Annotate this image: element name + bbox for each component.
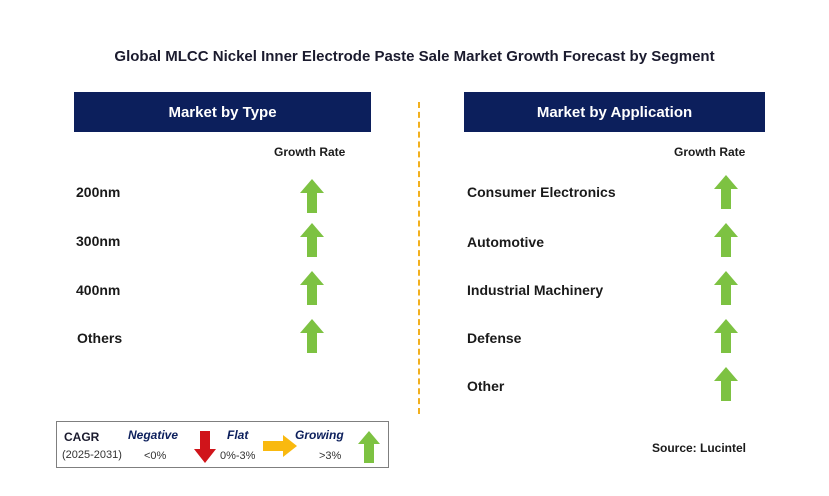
legend-growing-label: Growing <box>295 428 344 442</box>
type-item-200nm: 200nm <box>76 184 121 200</box>
market-by-application-header: Market by Application <box>464 92 765 132</box>
red-down-arrow-icon <box>194 431 216 463</box>
legend-cagr-label: CAGR <box>64 430 100 444</box>
green-up-arrow-icon <box>300 179 324 213</box>
application-item-automotive: Automotive <box>467 234 544 250</box>
green-up-arrow-icon <box>300 223 324 257</box>
legend-negative-range: <0% <box>144 450 167 462</box>
application-growth-rate-label: Growth Rate <box>674 145 746 159</box>
type-item-300nm: 300nm <box>76 233 121 249</box>
green-up-arrow-icon <box>300 319 324 353</box>
type-item-400nm: 400nm <box>76 282 121 298</box>
green-up-arrow-icon <box>714 223 738 257</box>
green-up-arrow-icon <box>714 319 738 353</box>
application-item-consumer-electronics: Consumer Electronics <box>467 184 616 200</box>
market-by-type-header: Market by Type <box>74 92 371 132</box>
green-up-arrow-icon <box>300 271 324 305</box>
green-up-arrow-icon <box>714 367 738 401</box>
green-up-arrow-icon <box>714 271 738 305</box>
green-up-arrow-icon <box>714 175 738 209</box>
orange-right-arrow-icon <box>263 435 297 457</box>
page-title: Global MLCC Nickel Inner Electrode Paste… <box>114 48 715 65</box>
legend-period-label: (2025-2031) <box>62 449 122 461</box>
legend-flat-range: 0%-3% <box>220 450 256 462</box>
green-up-arrow-icon <box>358 431 380 463</box>
type-growth-rate-label: Growth Rate <box>274 145 346 159</box>
source-label: Source: Lucintel <box>652 441 747 455</box>
legend-negative-label: Negative <box>128 428 179 442</box>
type-item-others: Others <box>77 330 123 346</box>
application-item-defense: Defense <box>467 330 522 346</box>
panel-divider <box>418 102 420 414</box>
application-item-industrial-machinery: Industrial Machinery <box>467 282 604 298</box>
cagr-legend: CAGR (2025-2031) Negative <0% Flat 0%-3%… <box>56 421 389 468</box>
application-item-other: Other <box>467 378 505 394</box>
legend-flat-label: Flat <box>227 428 249 442</box>
legend-growing-range: >3% <box>319 450 342 462</box>
